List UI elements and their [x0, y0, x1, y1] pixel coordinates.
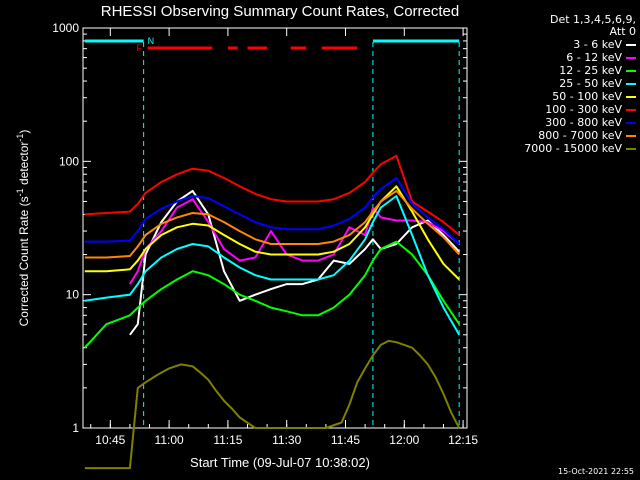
legend-entry: 25 - 50 keV — [470, 77, 636, 90]
legend-entry: 300 - 800 keV — [470, 116, 636, 129]
series-line-3 — [84, 195, 461, 336]
legend-swatch — [626, 121, 636, 124]
series-line-6 — [84, 177, 460, 245]
legend-entry-label: 300 - 800 keV — [545, 116, 622, 129]
x-tick-label: 11:00 — [155, 433, 184, 447]
legend-entry-label: 12 - 25 keV — [559, 64, 622, 77]
y-tick-label: 100 — [59, 154, 79, 168]
legend-entry-label: 800 - 7000 keV — [538, 129, 622, 142]
legend-entry-label: 7000 - 15000 keV — [524, 142, 622, 155]
y-axis-label: Corrected Count Rate (s-1 detector-1) — [15, 130, 31, 327]
chart-title: RHESSI Observing Summary Count Rates, Co… — [101, 3, 459, 20]
x-tick-label: 12:15 — [448, 433, 478, 447]
y-tick-label: 10 — [66, 288, 80, 302]
legend-entry: 100 - 300 keV — [470, 103, 636, 116]
x-tick-label: 12:00 — [389, 433, 419, 447]
legend-entry: 6 - 12 keV — [470, 51, 636, 64]
f-flag-label: F — [137, 43, 143, 53]
x-tick-label: 11:30 — [272, 433, 301, 447]
legend-entry: 50 - 100 keV — [470, 90, 636, 103]
legend-entry-label: 6 - 12 keV — [566, 51, 622, 64]
legend-entry-label: 50 - 100 keV — [552, 90, 622, 103]
x-tick-label: 11:45 — [331, 433, 360, 447]
legend-entry: 3 - 6 keV — [470, 38, 636, 51]
x-tick-label: 10:45 — [95, 433, 125, 447]
legend-swatch — [626, 82, 636, 85]
legend-detectors: Det 1,3,4,5,6,9, — [549, 13, 636, 26]
legend-entry-label: 100 - 300 keV — [545, 103, 622, 116]
x-axis-ticks: 10:45 11:00 11:15 11:30 11:45 12:00 12:15 — [90, 28, 478, 447]
flag-bars: NF — [84, 36, 460, 53]
n-flag-label: N — [148, 36, 155, 46]
legend-entry: 7000 - 15000 keV — [470, 142, 636, 155]
legend-swatch — [626, 134, 636, 137]
series-line-5 — [84, 154, 460, 236]
legend-swatch — [626, 147, 636, 150]
legend-swatch — [626, 43, 636, 46]
legend-swatch — [626, 69, 636, 72]
legend-swatch — [626, 56, 636, 59]
legend-swatch — [626, 108, 636, 111]
series-line-7 — [84, 189, 460, 259]
timestamp-footer: 15-Oct-2021 22:55 — [558, 467, 634, 476]
y-axis-ticks: 1 10 100 1000 — [52, 21, 467, 435]
series-line-2 — [84, 240, 461, 349]
series-line-1 — [129, 198, 460, 285]
series-line-4 — [84, 185, 460, 281]
legend-entry-label: 3 - 6 keV — [573, 38, 622, 51]
series-lines — [84, 154, 461, 470]
x-axis-label: Start Time (09-Jul-07 10:38:02) — [190, 455, 370, 470]
legend-rows: 3 - 6 keV 6 - 12 keV 12 - 25 keV 25 - 50 ke… — [470, 38, 636, 155]
legend-swatch — [626, 95, 636, 98]
legend: Det 1,3,4,5,6,9, Att 0 3 - 6 keV 6 - 12 k… — [470, 14, 636, 155]
legend-entry: 12 - 25 keV — [470, 64, 636, 77]
series-line-0 — [129, 189, 460, 336]
y-tick-label: 1000 — [52, 21, 79, 35]
legend-attenuator: Att 0 — [609, 25, 636, 38]
legend-entry-label: 25 - 50 keV — [559, 77, 622, 90]
x-tick-label: 11:15 — [213, 433, 242, 447]
legend-entry: 800 - 7000 keV — [470, 129, 636, 142]
series-line-8 — [84, 339, 461, 470]
y-tick-label: 1 — [72, 421, 79, 435]
